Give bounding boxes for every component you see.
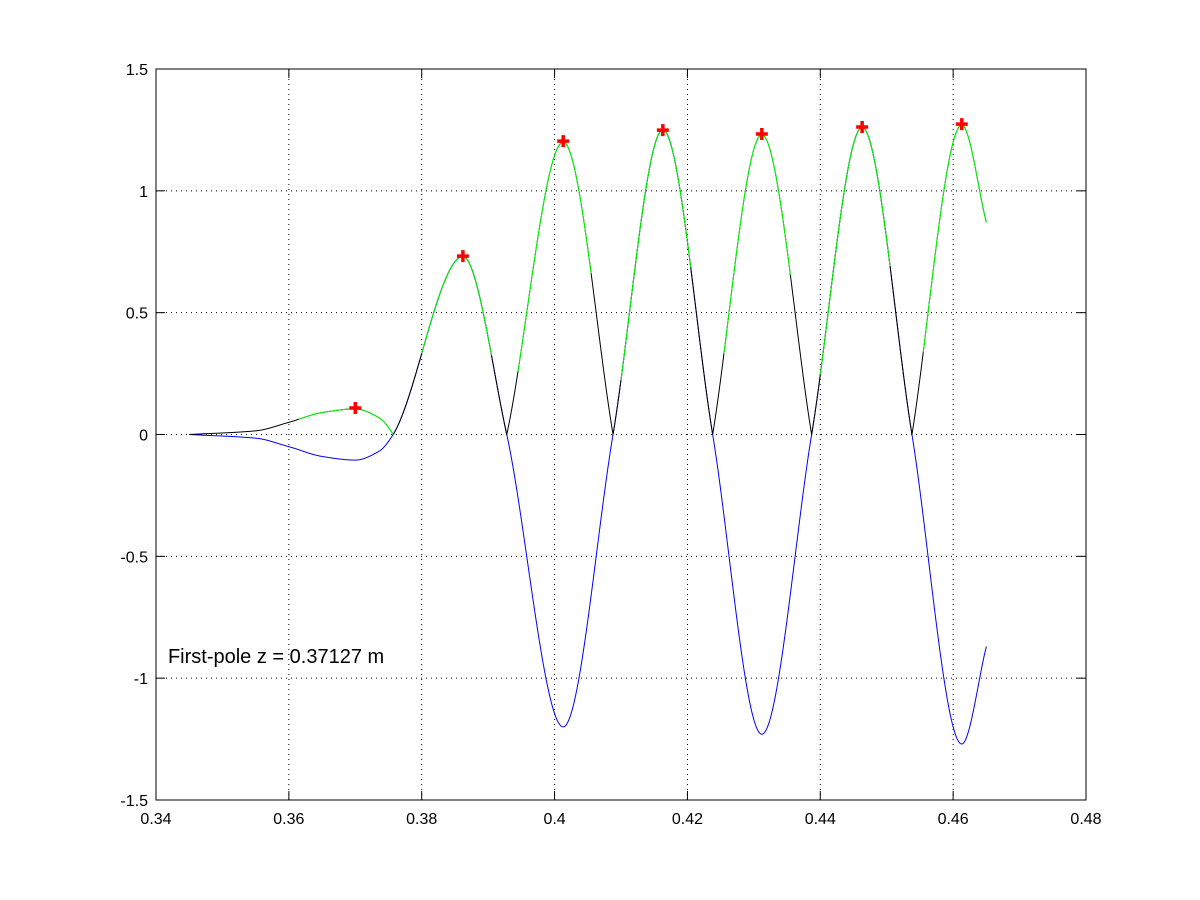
curves: [189, 124, 987, 745]
y-tick-label: 0.5: [126, 306, 148, 323]
x-tick-label: 0.46: [938, 811, 969, 828]
peak-marker: [456, 250, 469, 263]
peak-marker: [755, 128, 768, 141]
highlight-segment: [819, 126, 891, 375]
y-tick-label: -1.5: [120, 793, 148, 810]
x-tick-label: 0.48: [1070, 811, 1101, 828]
x-tick-label: 0.42: [672, 811, 703, 828]
highlight-segment: [723, 134, 791, 354]
peak-markers: [349, 118, 968, 414]
highlight-segment: [620, 129, 692, 380]
y-tick-label: -1: [134, 671, 148, 688]
peak-marker: [557, 135, 570, 148]
peak-marker: [656, 124, 669, 137]
annotation-first-pole: First-pole z = 0.37127 m: [168, 646, 384, 668]
y-tick-label: -0.5: [120, 549, 148, 566]
grid: [156, 69, 1086, 800]
peak-marker: [955, 118, 968, 131]
x-tick-label: 0.34: [140, 811, 171, 828]
y-tick-label: 0: [139, 428, 148, 445]
x-tick-label: 0.44: [805, 811, 836, 828]
x-tick-label: 0.4: [543, 811, 565, 828]
peak-marker: [349, 401, 362, 414]
highlight-segment: [922, 124, 987, 353]
x-tick-label: 0.38: [406, 811, 437, 828]
highlight-segment: [298, 408, 394, 435]
highlight-segment: [517, 141, 592, 372]
highlight-segment: [421, 256, 492, 356]
y-tick-label: 1.5: [126, 62, 148, 79]
ticks: 0.34 0.36 0.38 0.4 0.42 0.44 0.46 0.48 -1.5 -1 -0.…: [120, 62, 1101, 828]
peak-marker: [856, 120, 869, 133]
x-tick-label: 0.36: [273, 811, 304, 828]
y-tick-label: 1: [139, 184, 148, 201]
